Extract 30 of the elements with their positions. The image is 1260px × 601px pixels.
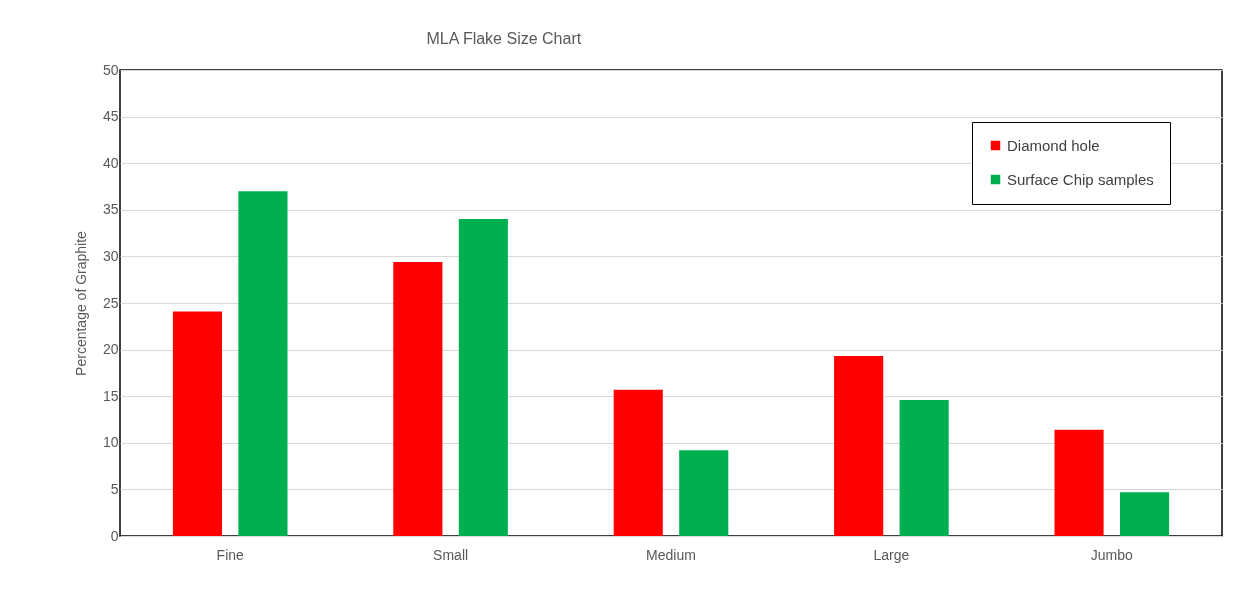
- bar: [679, 450, 729, 536]
- y-tick-label: 30: [102, 247, 119, 264]
- x-tick-label: Jumbo: [1090, 546, 1134, 563]
- y-tick-label: 5: [110, 480, 119, 497]
- y-tick-label: 40: [102, 154, 119, 171]
- bar: [238, 191, 288, 536]
- y-tick-label: 15: [102, 387, 119, 404]
- x-tick-label: Small: [433, 546, 469, 563]
- bar: [1119, 492, 1170, 536]
- bar: [458, 219, 508, 536]
- legend-label: Surface Chip samples: [1007, 170, 1154, 188]
- y-tick-label: 10: [102, 434, 119, 451]
- y-tick-label: 50: [102, 61, 119, 78]
- y-tick-label: 20: [102, 341, 119, 358]
- y-tick-label: 0: [110, 527, 119, 544]
- y-tick-label: 25: [102, 294, 119, 311]
- legend-label: Diamond hole: [1007, 136, 1100, 154]
- x-tick-label: Fine: [216, 546, 245, 563]
- y-tick-label: 35: [102, 201, 119, 218]
- bar: [393, 261, 443, 536]
- bar: [834, 356, 884, 536]
- bar: [172, 311, 223, 536]
- x-tick-label: Large: [873, 546, 910, 563]
- x-tick-label: Medium: [646, 546, 696, 563]
- y-tick-label: 45: [102, 108, 119, 125]
- bar: [613, 389, 663, 536]
- bar: [1054, 429, 1104, 536]
- y-axis-title: Percentage of Graphite: [72, 230, 89, 376]
- bar: [899, 399, 949, 536]
- chart-title: MLA Flake Size Chart: [426, 30, 582, 47]
